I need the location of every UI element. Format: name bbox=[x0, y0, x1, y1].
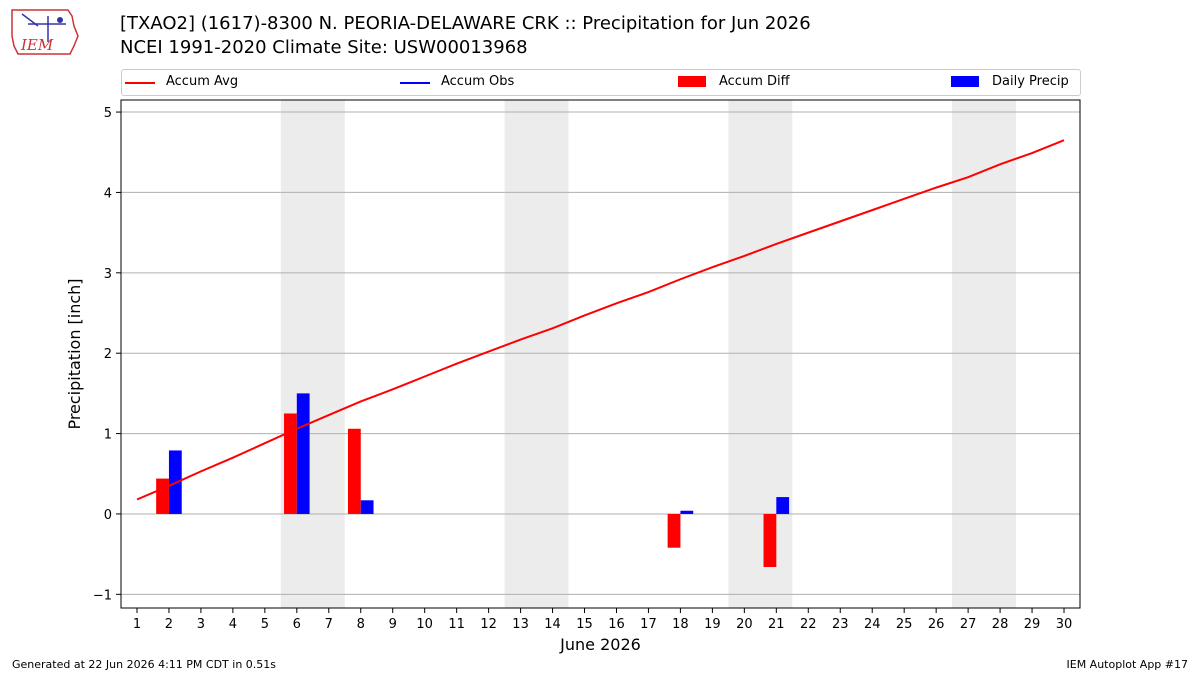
x-tick-label: 29 bbox=[1024, 617, 1041, 632]
x-tick-label: 11 bbox=[448, 617, 465, 632]
chart-legend: Accum Avg Accum Obs Accum Diff Daily Pre… bbox=[121, 69, 1081, 96]
x-tick-label: 17 bbox=[640, 617, 657, 632]
bar-accum-diff bbox=[763, 513, 777, 568]
bar-accum-diff bbox=[156, 478, 169, 514]
x-tick-label: 26 bbox=[928, 617, 945, 632]
x-tick-label: 4 bbox=[229, 617, 237, 632]
x-tick-label: 13 bbox=[512, 617, 529, 632]
generated-timestamp: Generated at 22 Jun 2026 4:11 PM CDT in … bbox=[12, 658, 277, 671]
legend-label-accum-diff: Accum Diff bbox=[719, 74, 790, 89]
x-tick-label: 19 bbox=[704, 617, 721, 632]
plot-frame bbox=[120, 99, 1081, 609]
line-accum-avg bbox=[136, 139, 1065, 501]
y-tick-label: 5 bbox=[104, 106, 112, 121]
y-tick-label: 4 bbox=[104, 186, 112, 201]
x-tick-label: 14 bbox=[544, 617, 561, 632]
bar-daily-precip bbox=[360, 500, 374, 514]
bar-accum-diff bbox=[347, 428, 361, 514]
bar-accum-diff bbox=[284, 413, 297, 514]
x-tick-label: 30 bbox=[1056, 617, 1073, 632]
chart-title: [TXAO2] (1617)-8300 N. PEORIA-DELAWARE C… bbox=[120, 13, 811, 34]
x-tick-label: 12 bbox=[480, 617, 497, 632]
x-tick-label: 1 bbox=[133, 617, 141, 632]
y-axis-label: Precipitation [inch] bbox=[65, 278, 84, 429]
x-tick-label: 6 bbox=[293, 617, 301, 632]
x-tick-label: 10 bbox=[416, 617, 433, 632]
weekend-shade-2 bbox=[728, 100, 793, 608]
legend-label-accum-obs: Accum Obs bbox=[441, 74, 515, 89]
chart-subtitle: NCEI 1991-2020 Climate Site: USW00013968 bbox=[120, 37, 528, 58]
x-tick-label: 8 bbox=[357, 617, 365, 632]
x-tick-label: 28 bbox=[992, 617, 1009, 632]
y-tick-label: −1 bbox=[93, 588, 112, 603]
iem-logo: IEM bbox=[8, 6, 82, 60]
x-tick-label: 27 bbox=[960, 617, 977, 632]
weekend-shade-1 bbox=[504, 100, 569, 608]
legend-swatch-accum-obs bbox=[400, 82, 430, 84]
x-tick-label: 2 bbox=[165, 617, 173, 632]
bar-accum-diff bbox=[667, 513, 681, 548]
svg-text:IEM: IEM bbox=[20, 36, 54, 54]
y-tick-label: 1 bbox=[104, 428, 112, 443]
legend-swatch-accum-diff bbox=[678, 76, 706, 87]
x-tick-label: 24 bbox=[864, 617, 881, 632]
y-tick-label: 2 bbox=[104, 347, 112, 362]
bar-daily-precip bbox=[296, 393, 310, 514]
x-tick-label: 3 bbox=[197, 617, 205, 632]
x-tick-label: 23 bbox=[832, 617, 849, 632]
legend-swatch-accum-avg bbox=[125, 82, 155, 84]
legend-swatch-daily-precip bbox=[951, 76, 979, 87]
x-tick-label: 15 bbox=[576, 617, 593, 632]
legend-label-accum-avg: Accum Avg bbox=[166, 74, 239, 89]
x-tick-label: 18 bbox=[672, 617, 689, 632]
x-tick-label: 20 bbox=[736, 617, 753, 632]
bar-daily-precip bbox=[776, 497, 790, 514]
app-label: IEM Autoplot App #17 bbox=[1066, 658, 1189, 671]
x-tick-label: 9 bbox=[389, 617, 397, 632]
x-tick-label: 16 bbox=[608, 617, 625, 632]
legend-label-daily-precip: Daily Precip bbox=[992, 74, 1069, 89]
y-tick-label: 0 bbox=[104, 508, 112, 523]
y-tick-label: 3 bbox=[104, 267, 112, 282]
weekend-shade-3 bbox=[952, 100, 1017, 608]
x-tick-label: 21 bbox=[768, 617, 785, 632]
weekend-shade-0 bbox=[280, 100, 345, 608]
x-tick-label: 7 bbox=[325, 617, 333, 632]
x-axis-label: June 2026 bbox=[559, 635, 641, 654]
bar-daily-precip bbox=[680, 510, 694, 514]
x-tick-label: 25 bbox=[896, 617, 913, 632]
x-tick-label: 22 bbox=[800, 617, 817, 632]
x-tick-label: 5 bbox=[261, 617, 269, 632]
